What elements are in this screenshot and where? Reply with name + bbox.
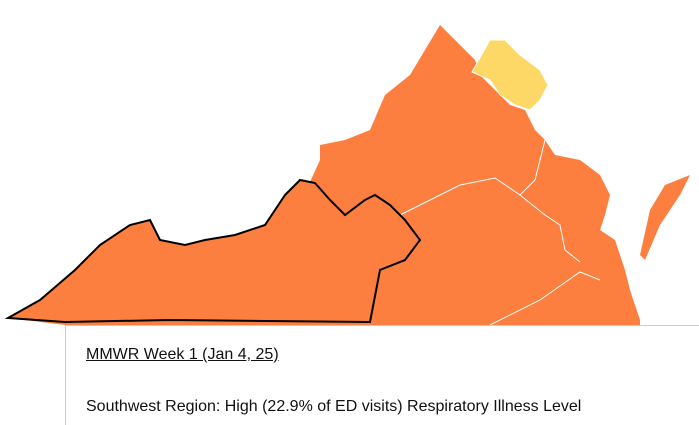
region-border [489,271,601,326]
southwest-region[interactable] [4,178,422,324]
tooltip-title[interactable]: MMWR Week 1 (Jan 4, 25) [86,346,279,363]
northern-region[interactable] [471,39,549,111]
region-border [519,139,546,196]
eastern-shore[interactable] [640,175,690,260]
tooltip: MMWR Week 1 (Jan 4, 25) Southwest Region… [65,325,699,425]
tooltip-body: Southwest Region: High (22.9% of ED visi… [86,398,582,415]
